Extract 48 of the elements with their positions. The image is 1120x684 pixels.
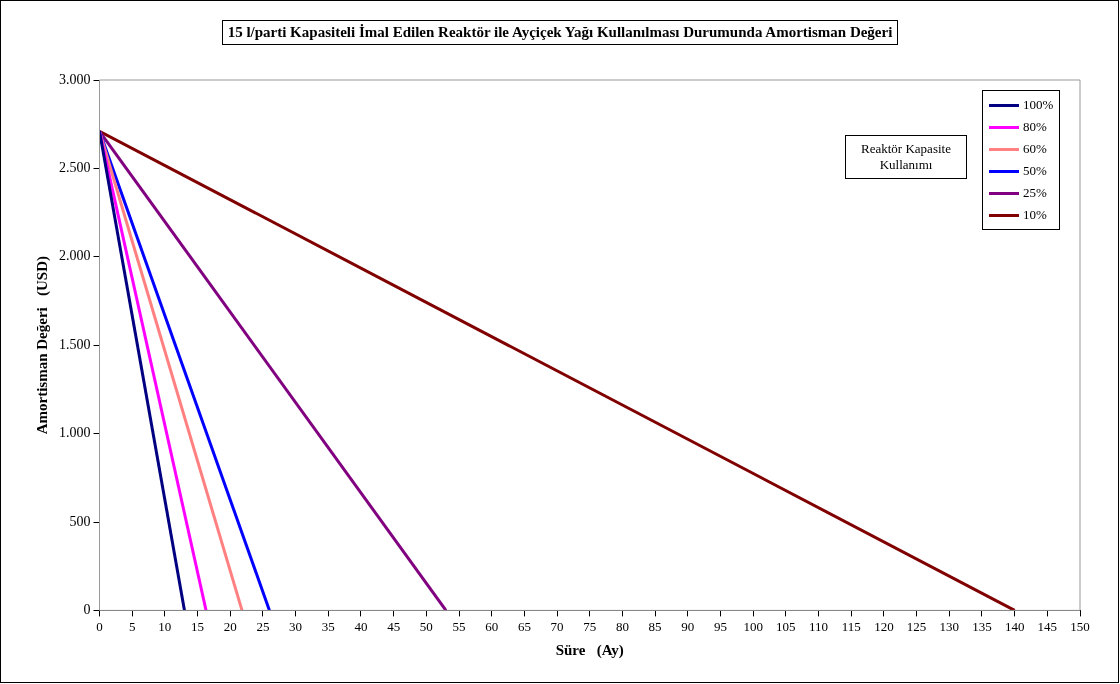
x-tick-label: 145 [1037, 618, 1058, 634]
x-tick-label: 125 [906, 618, 927, 634]
x-tick-label: 85 [648, 618, 662, 634]
x-tick-label: 30 [289, 618, 303, 634]
x-tick-label: 150 [1070, 618, 1090, 634]
x-tick-label: 55 [452, 618, 466, 634]
legend-label: 10% [1023, 207, 1047, 223]
x-tick-label: 45 [387, 618, 401, 634]
x-tick-label: 105 [776, 618, 796, 634]
x-tick-label: 10 [158, 618, 172, 634]
x-tick-label: 50 [419, 618, 433, 634]
legend-label: 60% [1023, 141, 1047, 157]
legend-label: 80% [1023, 119, 1047, 135]
y-tick-label: 1.000 [59, 425, 91, 441]
x-tick-label: 90 [681, 618, 695, 634]
x-tick-label: 75 [583, 618, 597, 634]
x-tick-label: 140 [1004, 618, 1025, 634]
y-tick-label: 500 [69, 513, 91, 529]
x-tick-label: 60 [485, 618, 499, 634]
x-tick-label: 35 [321, 618, 335, 634]
x-tick-label: 135 [972, 618, 992, 634]
x-tick-label: 95 [713, 618, 727, 634]
x-tick-label: 100 [743, 618, 763, 634]
legend-label: 50% [1023, 163, 1047, 179]
x-tick-label: 15 [191, 618, 205, 634]
y-tick-label: 2.000 [59, 248, 91, 264]
x-tick-label: 40 [354, 618, 368, 634]
x-tick-label: 130 [939, 618, 960, 634]
x-tick-label: 70 [550, 618, 564, 634]
x-tick-label: 110 [809, 618, 829, 634]
y-tick-label: 3.000 [59, 71, 91, 87]
x-tick-label: 20 [223, 618, 237, 634]
x-tick-label: 115 [841, 618, 861, 634]
y-axis-title: Amortisman Değeri (USD) [33, 256, 51, 435]
x-tick-label: 65 [517, 618, 531, 634]
x-tick-label: 25 [256, 618, 270, 634]
legend-label: 100% [1023, 97, 1054, 113]
y-tick-label: 2.500 [59, 160, 91, 176]
chart-title: 15 l/parti Kapasiteli İmal Edilen Reaktör ile Ayçiçek Yağı Kullanılması Durumunda Amortisman Değeri [221, 20, 899, 45]
legend-label: 25% [1023, 185, 1047, 201]
x-tick-label: 80 [615, 618, 629, 634]
y-tick-label: 0 [83, 602, 91, 618]
x-axis-title: Süre (Ay) [555, 641, 624, 659]
legend-title: Reaktör Kapasite Kullanımı [845, 135, 967, 179]
x-tick-label: 0 [96, 618, 103, 634]
x-tick-label: 5 [128, 618, 136, 634]
x-tick-label: 120 [874, 618, 894, 634]
y-tick-label: 1.500 [59, 336, 91, 352]
